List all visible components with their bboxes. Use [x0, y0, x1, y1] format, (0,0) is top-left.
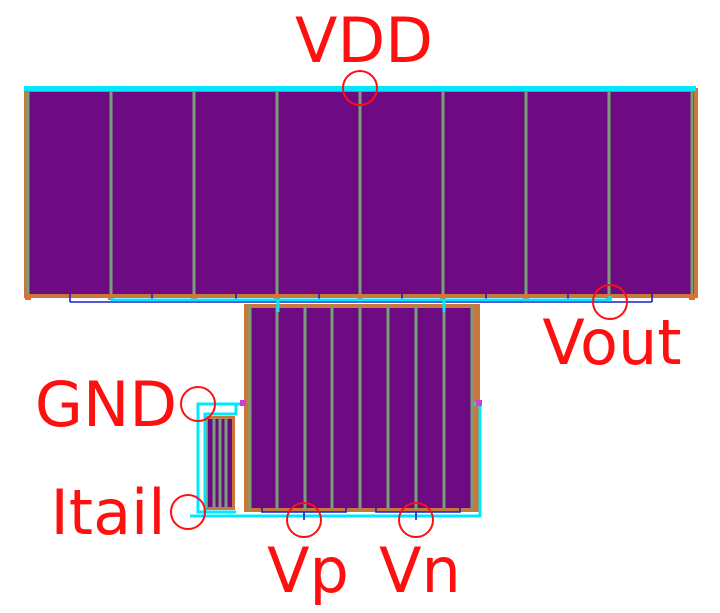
diff-pair-gate-fingers — [248, 306, 474, 510]
pmos-bottom-via — [108, 294, 114, 300]
vn-gate-strap — [375, 508, 461, 513]
vdd-label: VDD — [295, 4, 433, 77]
tail-source-net — [203, 404, 238, 512]
pmos-bottom-via — [689, 294, 695, 300]
pmos-bottom-via — [357, 294, 363, 300]
pmos-array — [24, 86, 698, 300]
vout-label: Vout — [542, 306, 681, 379]
gnd-pin-marker[interactable] — [180, 386, 216, 422]
pmos-bottom-via — [25, 294, 31, 300]
vout-pin-marker[interactable] — [592, 284, 628, 320]
pmos-bottom-via — [523, 294, 529, 300]
vp-label: Vp — [267, 534, 349, 607]
left-via — [240, 400, 246, 406]
pmos-to-diff-connection — [110, 296, 612, 302]
diff-pair-array — [244, 304, 480, 512]
metal1-gate-straps — [261, 508, 461, 520]
itail-pin-marker[interactable] — [170, 494, 206, 530]
vdd-pin-marker[interactable] — [342, 70, 378, 106]
pmos-bottom-via — [274, 294, 280, 300]
pmos-bottom-via — [191, 294, 197, 300]
tail-transistor — [205, 416, 235, 510]
itail-label: Itail — [50, 476, 165, 549]
pin-markers — [170, 70, 628, 538]
pmos-bottom-via — [440, 294, 446, 300]
vn-pin-marker[interactable] — [398, 502, 434, 538]
vdd-rail — [24, 86, 696, 91]
gnd-label: GND — [35, 368, 177, 441]
vp-pin-marker[interactable] — [286, 502, 322, 538]
vn-label: Vn — [379, 534, 461, 607]
right-via — [476, 400, 482, 406]
